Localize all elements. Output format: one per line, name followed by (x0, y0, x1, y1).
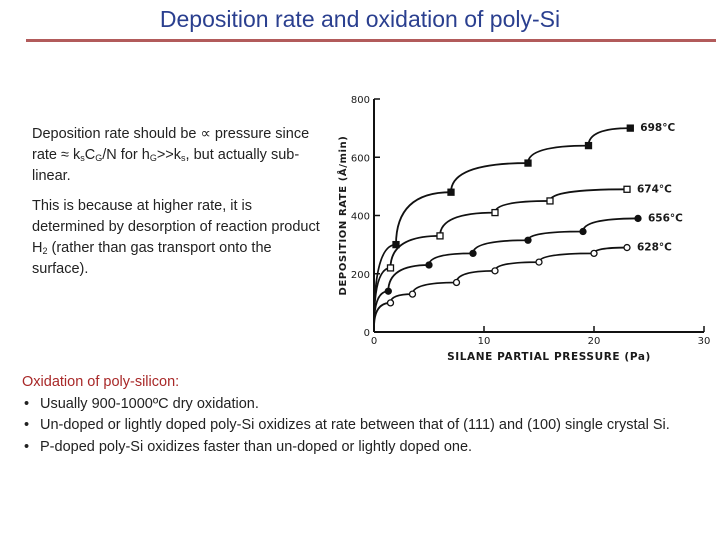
x-tick-label: 20 (588, 336, 601, 347)
series-label: 698°C (640, 122, 675, 134)
series-line (373, 188, 628, 327)
oxidation-bullet-list: Usually 900-1000ºC dry oxidation. Un-dop… (22, 394, 702, 459)
x-tick-label: 30 (698, 336, 711, 347)
deposition-rate-note: Deposition rate should be ∝ pressure sin… (32, 126, 310, 184)
data-point (447, 188, 455, 196)
data-point (384, 287, 392, 295)
data-point (623, 243, 631, 252)
x-axis-label: SILANE PARTIAL PRESSURE (Pa) (447, 351, 651, 363)
series-line (373, 217, 639, 327)
y-tick-label: 200 (351, 270, 370, 281)
data-point (469, 249, 477, 258)
deposition-rate-chart: 0 200 400 600 800 0 10 20 30 SILANE PARTIAL PRESS… (336, 95, 711, 363)
oxidation-section: Oxidation of poly-silicon: Usually 900-1… (22, 372, 702, 458)
series-label: 656°C (648, 212, 683, 224)
data-point (386, 299, 395, 307)
data-point (408, 290, 417, 298)
data-point (491, 208, 499, 217)
data-point (491, 267, 499, 275)
data-point (452, 278, 461, 287)
series-label: 628°C (637, 242, 672, 254)
data-point (546, 197, 554, 205)
data-point (535, 258, 543, 266)
oxidation-bullet: Un-doped or lightly doped poly-Si oxidiz… (22, 415, 702, 437)
y-tick-label: 400 (351, 212, 370, 223)
data-point (634, 214, 642, 223)
desorption-note: This is because at higher rate, it is de… (32, 198, 320, 277)
y-axis-label: DEPOSITION RATE (Å/min) (336, 136, 349, 296)
page-title: Deposition rate and oxidation of poly-Si (159, 6, 561, 32)
data-point (436, 232, 444, 240)
data-point (524, 159, 532, 167)
data-point (623, 185, 631, 193)
data-point (386, 264, 395, 272)
series-line (373, 246, 628, 328)
title-divider (26, 39, 716, 42)
y-tick-label: 600 (351, 153, 370, 164)
y-tick-label: 800 (351, 95, 370, 106)
x-tick-label: 10 (478, 336, 491, 347)
oxidation-bullet: Usually 900-1000ºC dry oxidation. (22, 394, 702, 416)
x-tick-label: 0 (371, 336, 377, 347)
y-tick-label: 0 (364, 328, 370, 339)
data-point (524, 236, 532, 244)
oxidation-bullet: P-doped poly-Si oxidizes faster than un-… (22, 437, 702, 459)
data-point (626, 124, 634, 132)
oxidation-heading: Oxidation of poly-silicon: (22, 374, 180, 390)
data-point (392, 240, 400, 249)
series-label: 674°C (637, 183, 672, 195)
data-point (425, 261, 433, 269)
data-point (579, 227, 587, 236)
data-point (584, 141, 593, 150)
data-point (590, 249, 598, 258)
